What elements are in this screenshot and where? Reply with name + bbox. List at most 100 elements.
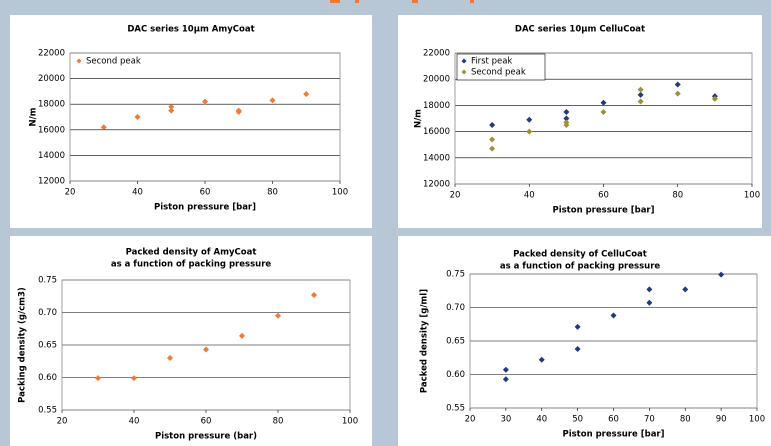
legend-box <box>456 53 546 81</box>
y-tick-label: 0.65 <box>38 341 57 351</box>
x-axis-label: Piston pressure [bar] <box>552 206 654 216</box>
data-point <box>489 122 496 129</box>
data-point <box>239 332 245 339</box>
x-tick-label: 40 <box>132 188 143 198</box>
x-tick-label: 20 <box>57 417 68 427</box>
data-point <box>134 114 141 120</box>
data-point <box>502 376 509 383</box>
x-tick-label: 40 <box>129 417 140 427</box>
data-point <box>100 124 107 131</box>
data-point <box>711 95 718 102</box>
y-tick-label: 12000 <box>38 177 65 187</box>
data-point <box>610 312 617 319</box>
legend-label: Second peak <box>471 68 526 78</box>
top-strip <box>330 0 474 3</box>
data-point <box>489 136 496 143</box>
data-point <box>646 286 653 293</box>
chart-title: Packed density of CelluCoat <box>513 250 647 260</box>
data-point <box>646 299 653 306</box>
legend-marker <box>461 69 467 75</box>
y-tick-label: 0.55 <box>38 406 57 416</box>
data-point <box>202 98 208 105</box>
data-point <box>269 97 276 104</box>
chart-title: as a function of packing pressure <box>500 262 661 272</box>
x-tick-label: 90 <box>716 415 727 425</box>
y-tick-label: 0.70 <box>38 308 57 318</box>
y-tick-label: 14000 <box>38 151 65 161</box>
legend-label: First peak <box>471 57 512 67</box>
x-tick-label: 100 <box>744 191 760 201</box>
data-point <box>303 90 310 97</box>
y-tick-label: 14000 <box>423 153 450 163</box>
chart-title: as a function of packing pressure <box>111 260 272 270</box>
x-tick-label: 80 <box>672 191 683 201</box>
x-axis-label: Piston pressure [bar] <box>154 203 256 213</box>
panel <box>398 15 762 228</box>
y-tick-label: 0.55 <box>446 404 465 414</box>
x-tick-label: 40 <box>536 415 547 425</box>
data-point <box>489 145 496 152</box>
y-tick-label: 0.75 <box>446 270 465 280</box>
y-tick-label: 20000 <box>38 74 65 84</box>
data-point <box>563 108 570 115</box>
y-tick-label: 0.70 <box>446 303 465 313</box>
data-point <box>502 366 509 373</box>
y-axis-label: N/m <box>29 107 39 126</box>
data-point <box>538 356 545 363</box>
y-tick-label: 20000 <box>423 75 450 85</box>
x-tick-label: 80 <box>267 188 278 198</box>
data-point <box>637 91 644 98</box>
legend-marker <box>76 58 82 64</box>
panel <box>10 236 372 446</box>
y-tick-label: 0.65 <box>446 337 465 347</box>
data-point <box>637 98 644 105</box>
x-axis-label: Piston pressure [bar] <box>562 430 664 440</box>
x-tick-label: 40 <box>524 191 535 201</box>
y-tick-label: 16000 <box>423 127 450 137</box>
data-point <box>311 291 317 298</box>
x-tick-label: 20 <box>65 188 76 198</box>
x-tick-label: 50 <box>572 415 583 425</box>
data-point <box>563 122 570 129</box>
y-tick-label: 22000 <box>38 49 65 59</box>
x-tick-label: 70 <box>644 415 655 425</box>
x-tick-label: 20 <box>450 191 461 201</box>
x-tick-label: 60 <box>598 191 609 201</box>
data-point <box>167 355 173 361</box>
x-tick-label: 60 <box>200 188 211 198</box>
x-tick-label: 60 <box>201 417 212 427</box>
y-tick-label: 0.60 <box>446 370 465 380</box>
y-axis-label: Packing density (g/cm3) <box>18 287 28 403</box>
data-point <box>574 323 581 330</box>
data-point <box>674 90 681 97</box>
y-tick-label: 18000 <box>38 100 65 110</box>
x-tick-label: 80 <box>680 415 691 425</box>
x-tick-label: 100 <box>342 417 358 427</box>
data-point <box>682 286 689 293</box>
y-tick-label: 22000 <box>423 49 450 59</box>
data-point <box>600 99 607 106</box>
y-tick-label: 12000 <box>423 180 450 190</box>
data-point <box>526 128 533 135</box>
x-tick-label: 30 <box>500 415 511 425</box>
data-point <box>95 375 101 382</box>
data-point <box>235 107 242 114</box>
data-point <box>563 115 570 122</box>
x-tick-label: 100 <box>749 415 765 425</box>
x-tick-label: 100 <box>332 188 348 198</box>
data-point <box>168 103 175 110</box>
data-point <box>526 116 533 123</box>
y-tick-label: 16000 <box>38 125 65 135</box>
chart-title: DAC series 10µm CelluCoat <box>515 25 645 35</box>
data-point <box>600 108 607 115</box>
y-tick-label: 0.75 <box>38 276 57 286</box>
chart-title: Packed density of AmyCoat <box>126 248 257 258</box>
data-point <box>718 271 725 278</box>
data-point <box>168 107 175 114</box>
chart-title: DAC series 10µm AmyCoat <box>127 25 254 35</box>
x-tick-label: 80 <box>273 417 284 427</box>
data-point <box>203 346 209 353</box>
data-point <box>275 312 281 319</box>
x-tick-label: 60 <box>608 415 619 425</box>
